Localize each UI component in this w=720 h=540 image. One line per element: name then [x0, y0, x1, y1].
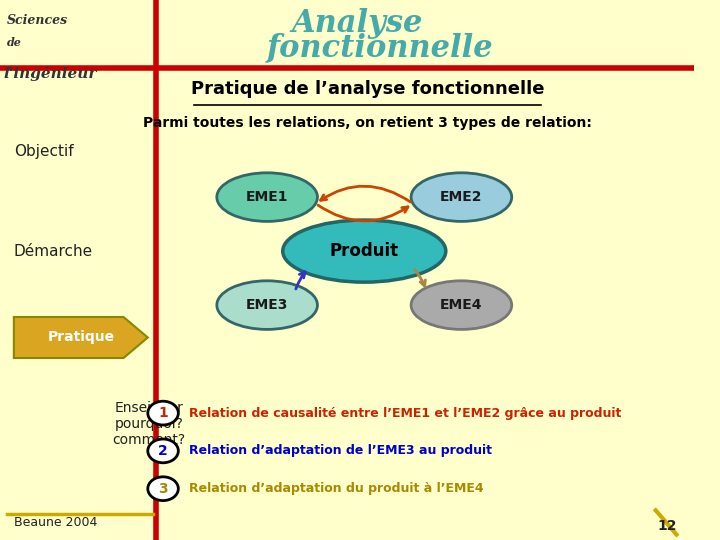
Ellipse shape — [411, 173, 512, 221]
Text: Objectif: Objectif — [14, 144, 73, 159]
Text: Relation de causalité entre l’EME1 et l’EME2 grâce au produit: Relation de causalité entre l’EME1 et l’… — [189, 407, 621, 420]
Text: Pratique: Pratique — [48, 330, 114, 345]
Text: 2: 2 — [158, 444, 168, 458]
Text: Parmi toutes les relations, on retient 3 types de relation:: Parmi toutes les relations, on retient 3… — [143, 116, 592, 130]
Ellipse shape — [217, 281, 318, 329]
Text: 12: 12 — [657, 519, 677, 534]
Text: Démarche: Démarche — [14, 244, 93, 259]
Polygon shape — [14, 317, 148, 358]
Text: EME4: EME4 — [440, 298, 482, 312]
Text: l'ingénieur: l'ingénieur — [4, 66, 97, 82]
Ellipse shape — [411, 281, 512, 329]
Text: 3: 3 — [158, 482, 168, 496]
Text: Relation d’adaptation de l’EME3 au produit: Relation d’adaptation de l’EME3 au produ… — [189, 444, 492, 457]
Text: Enseigner
pourquoi?
comment?: Enseigner pourquoi? comment? — [112, 401, 186, 447]
Circle shape — [148, 477, 179, 501]
Text: Analyse: Analyse — [292, 9, 423, 39]
Text: fonctionnelle: fonctionnelle — [267, 33, 494, 64]
Text: EME3: EME3 — [246, 298, 288, 312]
Ellipse shape — [217, 173, 318, 221]
Ellipse shape — [283, 220, 446, 282]
Text: Produit: Produit — [330, 242, 399, 260]
Text: de: de — [7, 37, 22, 48]
Text: EME2: EME2 — [440, 190, 482, 204]
Text: Pratique de l’analyse fonctionnelle: Pratique de l’analyse fonctionnelle — [191, 80, 544, 98]
Text: EME1: EME1 — [246, 190, 289, 204]
Text: Sciences: Sciences — [7, 14, 68, 28]
Circle shape — [148, 401, 179, 425]
Text: Relation d’adaptation du produit à l’EME4: Relation d’adaptation du produit à l’EME… — [189, 482, 483, 495]
Text: 1: 1 — [158, 406, 168, 420]
Circle shape — [148, 439, 179, 463]
Text: Beaune 2004: Beaune 2004 — [14, 516, 97, 530]
